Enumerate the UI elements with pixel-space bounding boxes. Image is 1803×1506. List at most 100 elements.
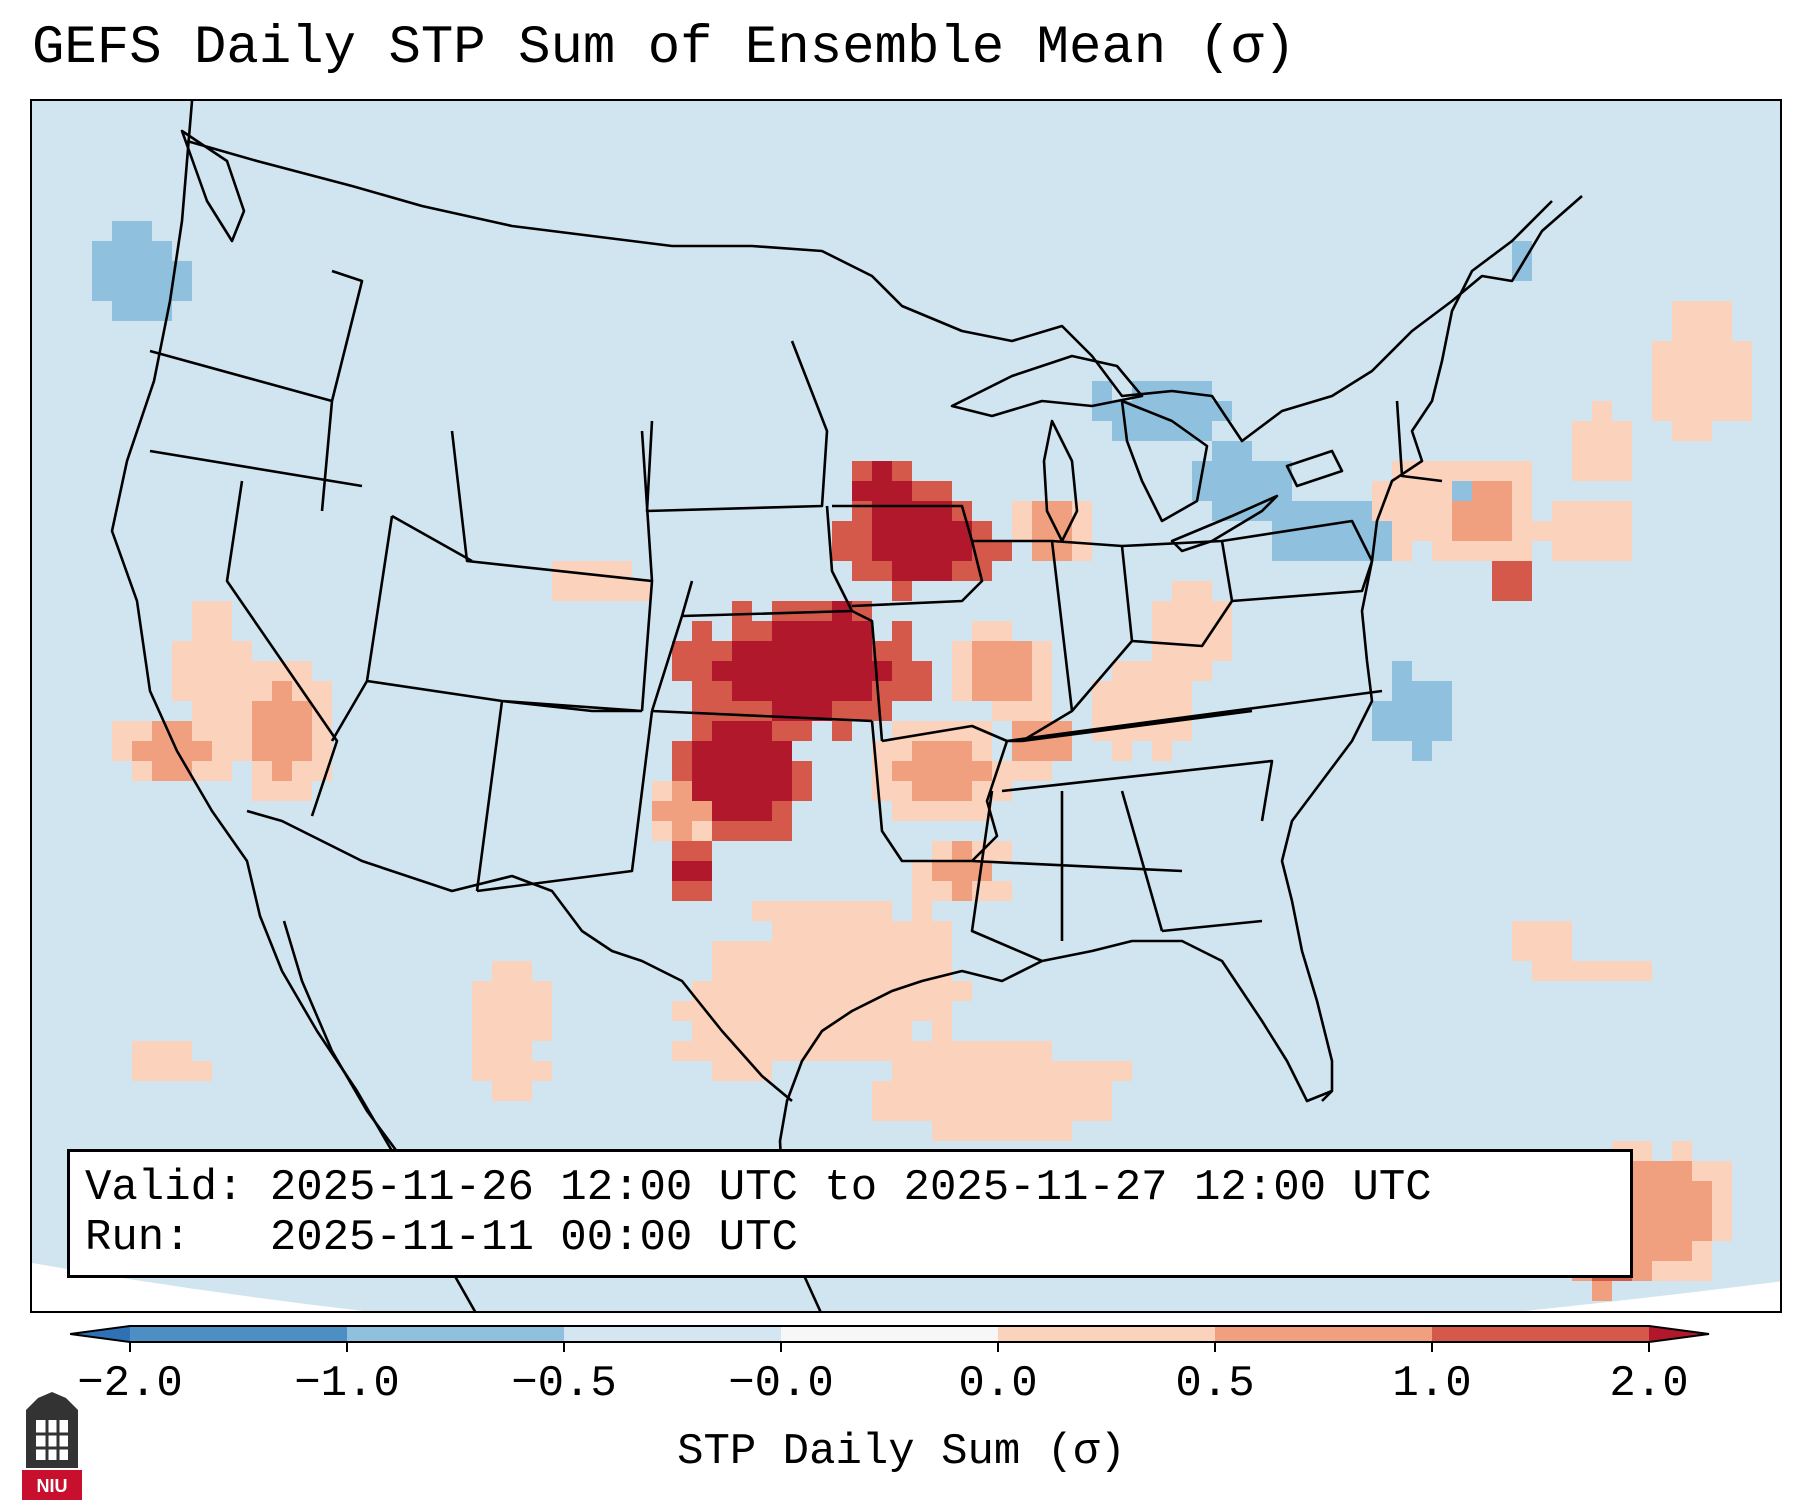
anomaly-cell bbox=[712, 941, 732, 961]
anomaly-cell bbox=[672, 861, 692, 881]
anomaly-cell bbox=[672, 661, 692, 681]
anomaly-cell bbox=[692, 761, 712, 781]
anomaly-cell bbox=[1692, 381, 1712, 401]
anomaly-cell bbox=[292, 701, 312, 721]
anomaly-cell bbox=[172, 721, 192, 741]
anomaly-cell bbox=[1312, 501, 1332, 521]
anomaly-cell bbox=[1632, 1241, 1652, 1261]
anomaly-cell bbox=[1712, 1201, 1732, 1221]
anomaly-cell bbox=[92, 241, 112, 261]
anomaly-cell bbox=[1332, 501, 1352, 521]
anomaly-cell bbox=[492, 1081, 512, 1101]
anomaly-cell bbox=[1732, 381, 1752, 401]
anomaly-cell bbox=[472, 1061, 492, 1081]
anomaly-cell bbox=[952, 501, 972, 521]
anomaly-cell bbox=[892, 1081, 912, 1101]
anomaly-cell bbox=[852, 701, 872, 721]
anomaly-cell bbox=[872, 1101, 892, 1121]
anomaly-cell bbox=[912, 761, 932, 781]
colorbar-under-arrow bbox=[70, 1326, 130, 1342]
anomaly-cell bbox=[932, 981, 952, 1001]
anomaly-cell bbox=[1732, 361, 1752, 381]
anomaly-cell bbox=[692, 841, 712, 861]
anomaly-cell bbox=[832, 1041, 852, 1061]
anomaly-cell bbox=[752, 801, 772, 821]
anomaly-cell bbox=[1012, 1081, 1032, 1101]
anomaly-cell bbox=[852, 641, 872, 661]
anomaly-cell bbox=[1112, 661, 1132, 681]
anomaly-cell bbox=[772, 981, 792, 1001]
anomaly-cell bbox=[1632, 1221, 1652, 1241]
state-lines-east bbox=[832, 400, 1443, 963]
anomaly-cell bbox=[1692, 1241, 1712, 1261]
anomaly-cell bbox=[712, 661, 732, 681]
anomaly-cell bbox=[1372, 701, 1392, 721]
anomaly-cell bbox=[772, 801, 792, 821]
anomaly-cell bbox=[1352, 541, 1372, 561]
anomaly-cell bbox=[772, 601, 792, 621]
anomaly-cell bbox=[1672, 341, 1692, 361]
anomaly-cell bbox=[252, 741, 272, 761]
anomaly-cell bbox=[972, 781, 992, 801]
colorbar-segment bbox=[130, 1326, 347, 1342]
anomaly-cell bbox=[892, 661, 912, 681]
anomaly-cell bbox=[1172, 581, 1192, 601]
anomaly-cell bbox=[1272, 541, 1292, 561]
anomaly-cell bbox=[932, 861, 952, 881]
anomaly-cell bbox=[832, 1021, 852, 1041]
anomaly-cell bbox=[1052, 521, 1072, 541]
anomaly-cell bbox=[1712, 341, 1732, 361]
anomaly-cell bbox=[732, 641, 752, 661]
anomaly-cell bbox=[172, 1061, 192, 1081]
anomaly-cell bbox=[1572, 521, 1592, 541]
anomaly-cell bbox=[952, 861, 972, 881]
anomaly-cell bbox=[172, 661, 192, 681]
anomaly-cell bbox=[692, 1041, 712, 1061]
anomaly-cell bbox=[1532, 961, 1552, 981]
anomaly-cell bbox=[1532, 521, 1552, 541]
anomaly-cell bbox=[192, 721, 212, 741]
anomaly-cell bbox=[952, 721, 972, 741]
anomaly-cell bbox=[1052, 541, 1072, 561]
anomaly-cell bbox=[932, 841, 952, 861]
logo-badge bbox=[22, 1470, 82, 1500]
anomaly-cell bbox=[1112, 681, 1132, 701]
anomaly-cell bbox=[952, 1121, 972, 1141]
anomaly-cell bbox=[1212, 601, 1232, 621]
anomaly-cell bbox=[992, 681, 1012, 701]
colorbar bbox=[70, 1325, 1710, 1352]
anomaly-cell bbox=[1012, 741, 1032, 761]
anomaly-cell bbox=[492, 961, 512, 981]
anomaly-cell bbox=[292, 661, 312, 681]
anomaly-cell bbox=[832, 901, 852, 921]
anomaly-cell bbox=[1092, 1081, 1112, 1101]
anomaly-cell bbox=[952, 881, 972, 901]
anomaly-cell bbox=[752, 961, 772, 981]
anomaly-cell bbox=[1712, 1161, 1732, 1181]
anomaly-cell bbox=[1372, 721, 1392, 741]
anomaly-cell bbox=[1552, 941, 1572, 961]
anomaly-cell bbox=[292, 781, 312, 801]
anomaly-cell bbox=[672, 1001, 692, 1021]
anomaly-cell bbox=[1432, 521, 1452, 541]
anomaly-cell bbox=[872, 741, 892, 761]
anomaly-cell bbox=[1352, 521, 1372, 541]
anomaly-cell bbox=[872, 701, 892, 721]
anomaly-cell bbox=[832, 541, 852, 561]
anomaly-cell bbox=[752, 661, 772, 681]
anomaly-cell bbox=[1052, 741, 1072, 761]
anomaly-cell bbox=[1192, 421, 1212, 441]
anomaly-cell bbox=[1032, 741, 1052, 761]
anomaly-cell bbox=[1072, 521, 1092, 541]
anomaly-cell bbox=[1632, 961, 1652, 981]
anomaly-cell bbox=[1192, 621, 1212, 641]
anomaly-cell bbox=[1672, 421, 1692, 441]
anomaly-cell bbox=[1172, 681, 1192, 701]
anomaly-cell bbox=[1012, 501, 1032, 521]
anomaly-cell bbox=[752, 621, 772, 641]
anomaly-cell bbox=[832, 981, 852, 1001]
anomaly-cell bbox=[912, 481, 932, 501]
anomaly-cell bbox=[1672, 1181, 1692, 1201]
colorbar-tick-label: −1.0 bbox=[294, 1359, 400, 1409]
anomaly-cell bbox=[1512, 921, 1532, 941]
